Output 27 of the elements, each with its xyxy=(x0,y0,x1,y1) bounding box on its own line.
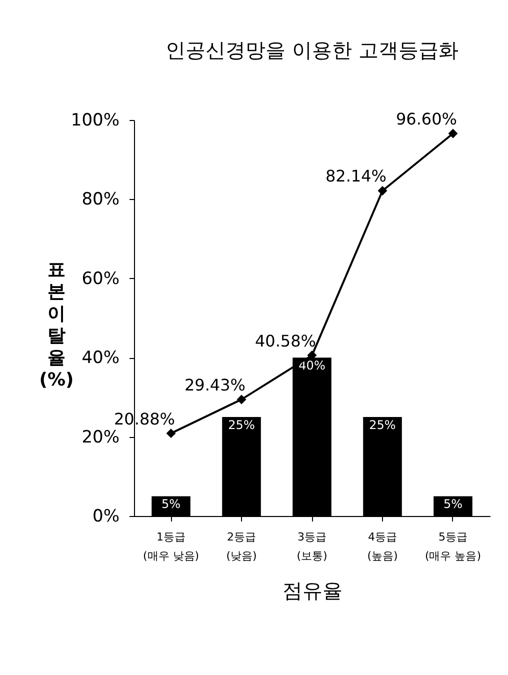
y-tick-label: 40% xyxy=(82,348,120,368)
data-label: 5% xyxy=(161,497,181,512)
data-label: 29.43% xyxy=(184,375,246,394)
y-tick-label: 100% xyxy=(70,110,120,130)
y-axis-title: 표본이탈율(%) xyxy=(39,260,74,390)
data-label: 40.58% xyxy=(254,331,316,350)
x-tick-label: 4등급 (높음) xyxy=(367,530,398,562)
point xyxy=(448,128,458,138)
x-tick-label: 3등급 (보통) xyxy=(296,530,328,562)
data-label: 25% xyxy=(228,418,255,432)
data-label: 5% xyxy=(443,497,463,512)
x-tick-label: 1등급 (매우 낮음) xyxy=(142,530,200,562)
y-tick-label: 0% xyxy=(92,506,120,526)
y-tick-label: 80% xyxy=(82,190,120,210)
x-axis-title: 점유율 xyxy=(282,578,342,602)
x-tick-label: 2등급 (낮음) xyxy=(226,530,257,562)
x-tick-label: 5등급 (매우 높음) xyxy=(424,530,482,562)
data-label: 82.14% xyxy=(325,166,386,186)
y-tick-label: 20% xyxy=(82,427,120,448)
data-label: 25% xyxy=(369,418,396,432)
chart-title: 인공신경망을 이용한 고객등급화 xyxy=(166,38,458,62)
point xyxy=(236,394,246,404)
y-tick-label: 60% xyxy=(82,268,120,289)
point xyxy=(166,428,176,438)
data-label: 96.60% xyxy=(396,109,457,128)
point xyxy=(378,186,388,196)
data-label: 40% xyxy=(298,358,326,373)
